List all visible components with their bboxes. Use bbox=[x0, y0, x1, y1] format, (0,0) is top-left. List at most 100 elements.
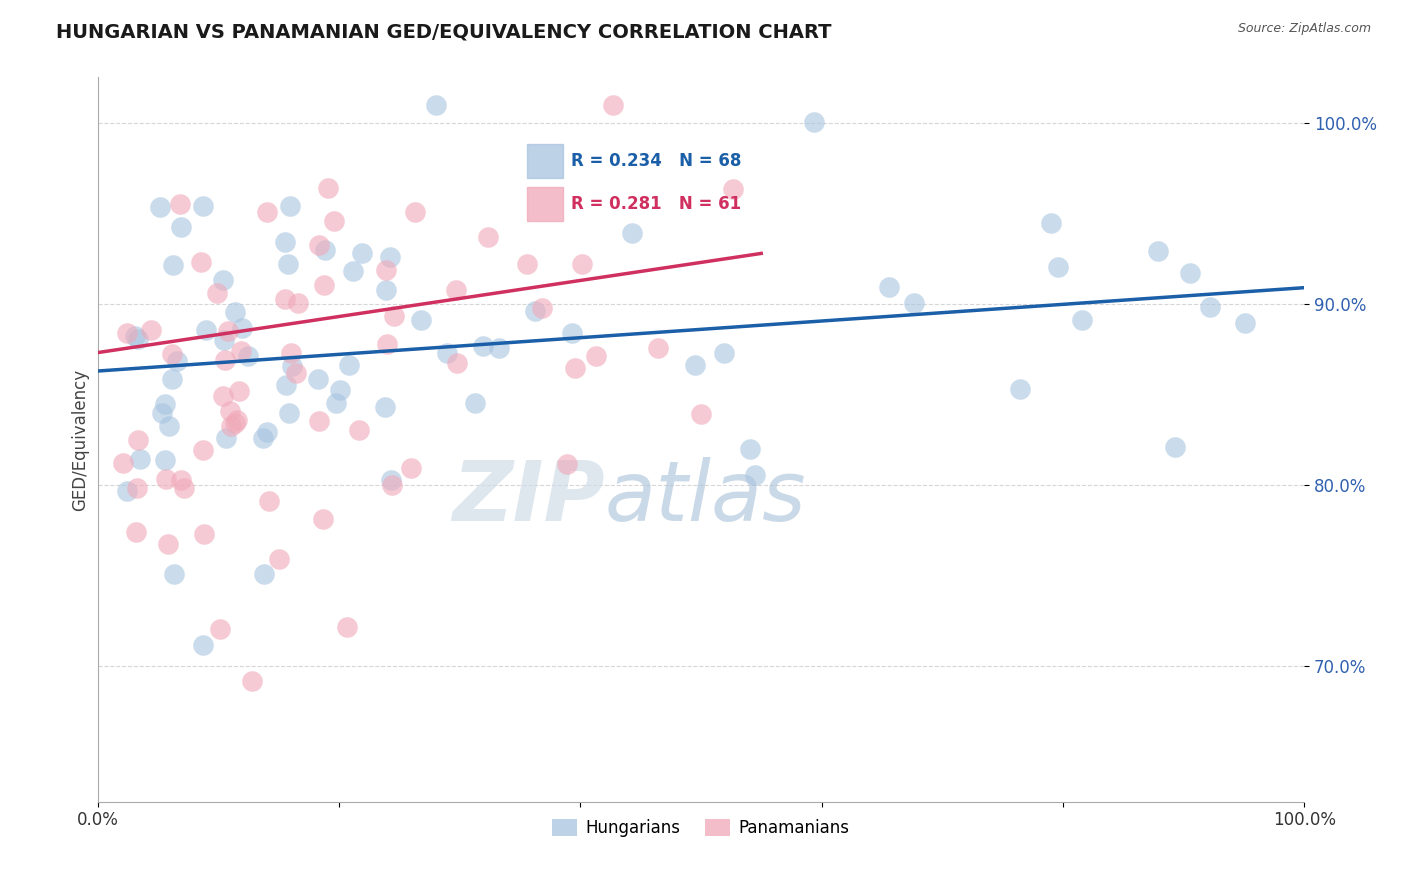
Point bbox=[212, 273, 235, 287]
Y-axis label: GED/Equivalency: GED/Equivalency bbox=[72, 368, 89, 510]
Point bbox=[1233, 316, 1256, 330]
Point bbox=[274, 235, 297, 249]
Point bbox=[277, 257, 299, 271]
Point bbox=[212, 333, 235, 347]
Point bbox=[256, 425, 278, 439]
Point bbox=[713, 345, 735, 359]
Point bbox=[257, 494, 280, 508]
Point bbox=[1039, 216, 1062, 230]
Point bbox=[308, 238, 330, 252]
Text: atlas: atlas bbox=[605, 457, 806, 538]
Point bbox=[1147, 244, 1170, 259]
Point bbox=[352, 246, 374, 260]
Point bbox=[1199, 300, 1222, 314]
Point bbox=[240, 674, 263, 689]
Point bbox=[115, 326, 138, 340]
Point bbox=[157, 419, 180, 434]
FancyBboxPatch shape bbox=[527, 145, 562, 178]
Point bbox=[374, 263, 396, 277]
Point bbox=[124, 329, 146, 343]
Point bbox=[208, 622, 231, 636]
Point bbox=[149, 200, 172, 214]
Point bbox=[111, 456, 134, 470]
Point bbox=[212, 389, 235, 403]
Point bbox=[337, 358, 360, 372]
Point bbox=[224, 305, 246, 319]
Text: HUNGARIAN VS PANAMANIAN GED/EQUIVALENCY CORRELATION CHART: HUNGARIAN VS PANAMANIAN GED/EQUIVALENCY … bbox=[56, 22, 832, 41]
Point bbox=[219, 403, 242, 417]
Point bbox=[157, 537, 180, 551]
Point bbox=[685, 358, 707, 372]
Point bbox=[523, 304, 546, 318]
Point bbox=[381, 477, 404, 491]
Point bbox=[229, 343, 252, 358]
Point bbox=[166, 354, 188, 368]
Point bbox=[323, 214, 346, 228]
Point bbox=[285, 366, 308, 380]
Point bbox=[153, 453, 176, 467]
Point bbox=[378, 251, 401, 265]
Point bbox=[374, 401, 396, 415]
Point bbox=[267, 552, 290, 566]
Point bbox=[803, 114, 825, 128]
Text: ZIP: ZIP bbox=[451, 457, 605, 538]
Point bbox=[307, 372, 329, 386]
Point bbox=[411, 313, 433, 327]
Point bbox=[173, 482, 195, 496]
Point bbox=[425, 97, 447, 112]
Text: Source: ZipAtlas.com: Source: ZipAtlas.com bbox=[1237, 22, 1371, 36]
Point bbox=[312, 278, 335, 293]
Point bbox=[585, 349, 607, 363]
Point bbox=[1164, 440, 1187, 454]
Point bbox=[436, 346, 458, 360]
Point bbox=[139, 323, 162, 337]
Point bbox=[170, 473, 193, 487]
Point bbox=[744, 467, 766, 482]
Point bbox=[384, 309, 406, 323]
Point bbox=[401, 461, 423, 475]
Point bbox=[150, 406, 173, 420]
Point bbox=[219, 419, 242, 434]
Point bbox=[231, 320, 253, 334]
Point bbox=[191, 639, 214, 653]
Point bbox=[531, 301, 554, 315]
Point bbox=[555, 457, 578, 471]
Point bbox=[277, 406, 299, 420]
Point bbox=[160, 347, 183, 361]
Point bbox=[446, 356, 468, 370]
Point bbox=[1008, 383, 1031, 397]
Point bbox=[561, 326, 583, 341]
Point bbox=[128, 452, 150, 467]
Point bbox=[127, 481, 149, 495]
Point bbox=[471, 339, 494, 353]
Legend: Hungarians, Panamanians: Hungarians, Panamanians bbox=[546, 813, 856, 844]
Point bbox=[117, 484, 139, 499]
Point bbox=[274, 378, 297, 392]
Point bbox=[256, 204, 278, 219]
Point bbox=[160, 372, 183, 386]
Point bbox=[253, 566, 276, 581]
Text: R = 0.234   N = 68: R = 0.234 N = 68 bbox=[571, 152, 741, 170]
Point bbox=[477, 229, 499, 244]
Point bbox=[329, 383, 352, 397]
Point bbox=[564, 360, 586, 375]
Point bbox=[571, 257, 593, 271]
Point bbox=[193, 526, 215, 541]
Point bbox=[228, 384, 250, 398]
Point bbox=[191, 442, 214, 457]
Point bbox=[280, 359, 302, 373]
Point bbox=[1047, 260, 1070, 274]
Point bbox=[191, 199, 214, 213]
Point bbox=[287, 296, 309, 310]
Point bbox=[190, 255, 212, 269]
Point bbox=[740, 442, 762, 457]
Point bbox=[226, 412, 249, 426]
Point bbox=[464, 396, 486, 410]
Point bbox=[444, 284, 467, 298]
Point bbox=[252, 431, 274, 445]
Point bbox=[308, 413, 330, 427]
Point bbox=[488, 342, 510, 356]
Point bbox=[169, 196, 191, 211]
Point bbox=[374, 283, 396, 297]
Point bbox=[217, 324, 239, 338]
